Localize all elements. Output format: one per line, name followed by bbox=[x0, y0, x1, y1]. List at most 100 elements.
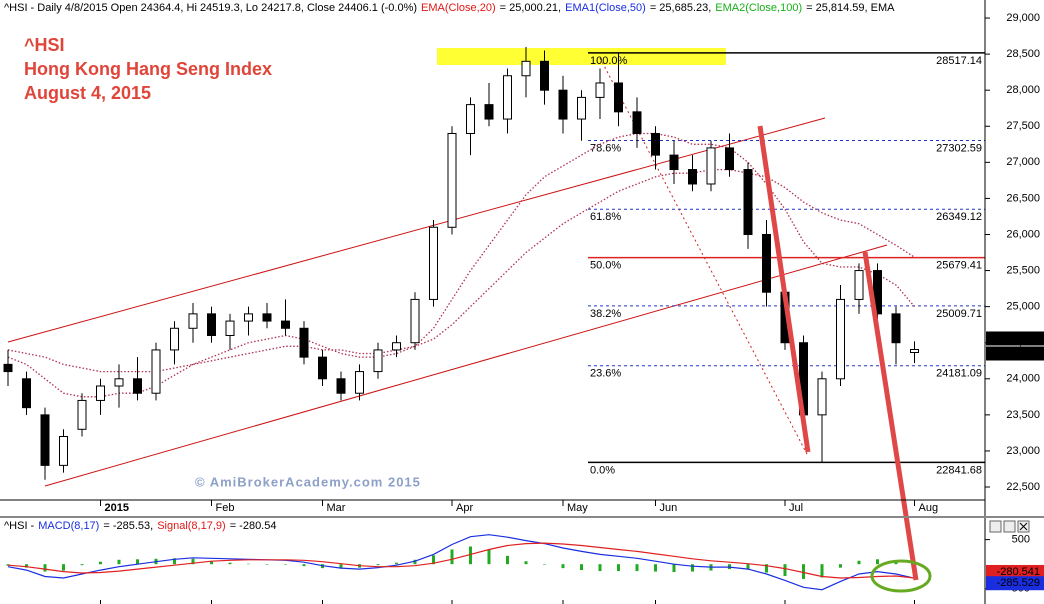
histogram-bar bbox=[876, 559, 879, 565]
histogram-bar bbox=[802, 564, 805, 579]
histogram-bar bbox=[691, 564, 694, 572]
histogram-bar bbox=[635, 564, 639, 572]
histogram-bar bbox=[284, 564, 287, 565]
histogram-bar bbox=[117, 559, 121, 565]
candle-body bbox=[281, 320, 290, 329]
y-tick-label: 26,500 bbox=[1006, 192, 1040, 204]
candle-body bbox=[503, 75, 512, 120]
candle-body bbox=[133, 378, 142, 394]
price-box-label: 24,406.1 bbox=[997, 332, 1040, 344]
histogram-bar bbox=[191, 558, 195, 565]
histogram-bar bbox=[524, 561, 528, 565]
histogram-bar bbox=[247, 563, 250, 565]
candle-body bbox=[77, 399, 87, 430]
fib-label: 23.6% bbox=[590, 368, 621, 380]
histogram-bar bbox=[598, 564, 602, 572]
fib-value: 22841.68 bbox=[936, 464, 982, 476]
candle-body bbox=[521, 60, 531, 77]
price-box bbox=[986, 331, 1044, 346]
window-controls[interactable] bbox=[989, 520, 1030, 533]
histogram-bar bbox=[413, 559, 417, 565]
header-part: = 25,814.59, EMA bbox=[806, 2, 895, 14]
macd-line bbox=[7, 534, 915, 591]
candle-body bbox=[762, 233, 771, 293]
candle-body bbox=[706, 147, 716, 185]
ema-line bbox=[7, 168, 915, 373]
candle-body bbox=[429, 226, 438, 300]
minimize-button[interactable] bbox=[989, 520, 1002, 533]
x-tick-label: 2015 bbox=[105, 502, 129, 514]
y-tick-label: 23,500 bbox=[1006, 409, 1040, 421]
candle-body bbox=[207, 313, 216, 336]
fib-label: 100.0% bbox=[590, 55, 628, 67]
y-tick-label: 500 bbox=[1012, 534, 1030, 546]
y-tick-label: 23,000 bbox=[1006, 445, 1040, 457]
candle-body bbox=[577, 96, 586, 120]
candle-body bbox=[114, 378, 124, 387]
candle-body bbox=[151, 349, 161, 394]
panel-separator bbox=[0, 516, 1044, 518]
candle-body bbox=[3, 363, 13, 373]
x-tick-label: Jul bbox=[789, 502, 803, 514]
histogram-bar bbox=[617, 564, 620, 572]
candle-body bbox=[817, 378, 827, 416]
histogram-bar bbox=[136, 559, 139, 565]
histogram-bar bbox=[450, 549, 454, 565]
x-tick-label: Aug bbox=[919, 502, 939, 514]
y-tick-label: 28,500 bbox=[1006, 48, 1040, 60]
x-tick-label: Mar bbox=[327, 502, 346, 514]
histogram-bar bbox=[654, 564, 657, 572]
header-part: = 25,685.23, bbox=[650, 2, 711, 14]
fib-value: 24181.09 bbox=[936, 368, 982, 380]
histogram-bar bbox=[783, 564, 787, 576]
candle-body bbox=[262, 313, 272, 322]
candle-body bbox=[669, 154, 679, 171]
y-tick-label: 26,000 bbox=[1006, 228, 1040, 240]
histogram-bar bbox=[265, 564, 269, 565]
histogram-bar bbox=[543, 564, 546, 565]
channel-lower bbox=[44, 244, 888, 487]
annotation: August 4, 2015 bbox=[24, 83, 151, 103]
price-box bbox=[986, 346, 1044, 361]
candle-body bbox=[225, 320, 235, 336]
header-part: ^HSI - Daily 4/8/2015 Open 24364.4, Hi 2… bbox=[4, 2, 417, 14]
y-tick-label: 29,000 bbox=[1006, 12, 1040, 24]
histogram-bar bbox=[99, 561, 102, 565]
value-box-label: -280.541 bbox=[997, 566, 1040, 578]
fib-label: 50.0% bbox=[590, 260, 621, 272]
histogram-bar bbox=[228, 562, 232, 565]
candle-body bbox=[188, 313, 198, 329]
fib-value: 28517.14 bbox=[936, 55, 982, 67]
candle-body bbox=[447, 132, 457, 228]
y-tick-label: 24,000 bbox=[1006, 373, 1040, 385]
histogram-bar bbox=[395, 562, 398, 565]
highlight-ellipse bbox=[870, 559, 932, 593]
candle-body bbox=[299, 327, 309, 358]
histogram-bar bbox=[506, 555, 509, 565]
histogram-bar bbox=[820, 564, 824, 578]
fib-label: 38.2% bbox=[590, 308, 621, 320]
red-arrow bbox=[862, 251, 919, 581]
header-part: ^HSI - bbox=[4, 520, 35, 532]
histogram-bar bbox=[80, 564, 84, 566]
candle-body bbox=[466, 104, 475, 134]
y-tick-label: 22,500 bbox=[1006, 481, 1040, 493]
value-box bbox=[986, 576, 1044, 591]
header-part: EMA1(Close,50) bbox=[565, 2, 646, 14]
fib-label: 61.8% bbox=[590, 211, 621, 223]
maximize-button[interactable] bbox=[1003, 520, 1016, 533]
annotation: Hong Kong Hang Seng Index bbox=[24, 59, 272, 79]
candle-body bbox=[96, 385, 105, 401]
macd-header: ^HSI - MACD(8,17) = -285.53, Signal(8,17,9)… bbox=[4, 520, 276, 532]
fib-value: 25679.41 bbox=[936, 260, 982, 272]
histogram-bar bbox=[302, 564, 306, 567]
histogram-bar bbox=[339, 564, 343, 569]
header-part: MACD(8,17) bbox=[38, 520, 99, 532]
y-tick-label: 27,500 bbox=[1006, 120, 1040, 132]
histogram-bar bbox=[376, 564, 380, 566]
histogram-bar bbox=[857, 560, 861, 565]
red-arrow bbox=[757, 125, 811, 453]
